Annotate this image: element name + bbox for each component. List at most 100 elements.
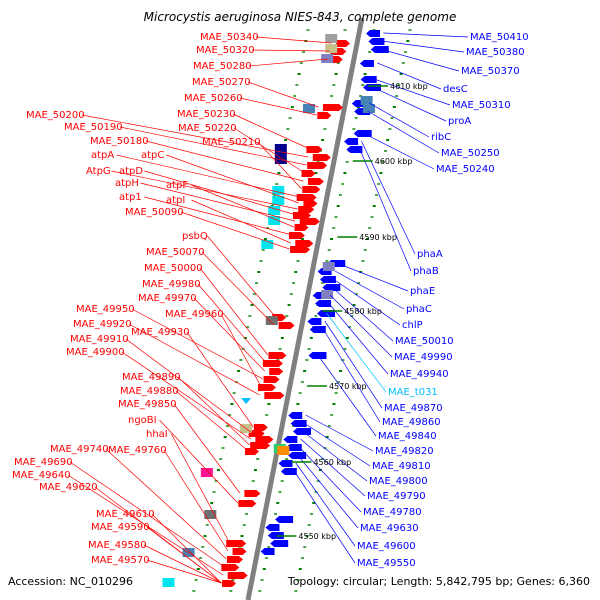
leader-line-left xyxy=(201,251,275,326)
leader-line-right xyxy=(302,430,368,482)
gene-label-left: atpD xyxy=(119,166,143,177)
forward-gene-arrow xyxy=(248,430,265,437)
gene-label-left: MAE_49850 xyxy=(118,399,177,410)
gene-label-left: MAE_50000 xyxy=(144,263,203,274)
forward-gene-arrow xyxy=(250,442,271,449)
kbp-label: 4600 kbp xyxy=(375,157,413,166)
gene-box xyxy=(360,96,373,105)
leader-line-left xyxy=(81,114,309,158)
kbp-label: 4580 kbp xyxy=(344,307,382,316)
gene-label-left: MAE_49880 xyxy=(120,386,179,397)
gene-label-right: MAE_50310 xyxy=(452,100,511,111)
gene-box xyxy=(277,446,290,455)
leader-line-right xyxy=(383,32,469,38)
gene-label-left: MAE_49640 xyxy=(12,470,71,481)
reverse-gene-arrow xyxy=(322,284,341,291)
forward-gene-arrow xyxy=(278,322,295,329)
leader-line-left xyxy=(257,141,302,190)
reverse-gene-arrow xyxy=(260,548,275,555)
leader-line-left xyxy=(145,140,304,182)
forward-gene-arrow xyxy=(317,112,332,119)
forward-gene-arrow xyxy=(244,490,261,497)
gene-label-left: atpI xyxy=(166,195,185,206)
gene-label-right: MAE_t031 xyxy=(388,387,438,398)
forward-gene-arrow xyxy=(262,360,283,367)
accession-text: Accession: NC_010296 xyxy=(8,575,134,588)
forward-gene-arrow xyxy=(306,146,323,153)
leader-line-left xyxy=(105,448,227,560)
gene-label-left: MAE_50260 xyxy=(184,93,243,104)
gene-label-right: MAE_49790 xyxy=(367,491,426,502)
leader-line-left xyxy=(173,403,241,494)
forward-gene-arrow xyxy=(255,436,274,443)
gene-label-left: MAE_49690 xyxy=(14,457,73,468)
gene-label-right: desC xyxy=(443,84,468,95)
gene-label-right: MAE_49990 xyxy=(394,352,453,363)
leader-line-left xyxy=(146,559,222,584)
reverse-gene-arrow xyxy=(344,138,359,145)
genome-backbone xyxy=(245,17,365,600)
forward-gene-arrow xyxy=(269,368,284,375)
gene-box xyxy=(302,104,315,113)
leader-line-left xyxy=(144,196,293,236)
gene-label-left: MAE_50230 xyxy=(177,109,236,120)
leader-line-left xyxy=(248,58,329,67)
gene-label-right: MAE_50010 xyxy=(395,336,454,347)
leader-line-left xyxy=(163,449,229,552)
reverse-gene-arrow xyxy=(309,326,326,333)
gene-label-left: MAE_49740 xyxy=(50,444,109,455)
gene-box xyxy=(200,468,213,477)
gene-box xyxy=(204,510,217,519)
leader-line-left xyxy=(143,544,222,584)
gene-label-right: MAE_49780 xyxy=(363,507,422,518)
gene-label-left: MAE_49910 xyxy=(70,334,129,345)
forward-gene-arrow xyxy=(302,186,321,193)
leader-line-left xyxy=(151,513,222,584)
leader-line-left xyxy=(247,81,319,108)
leader-line-left xyxy=(239,97,317,116)
forward-gene-arrow xyxy=(336,40,350,47)
leader-line-right xyxy=(381,40,465,53)
leader-line-right xyxy=(298,446,362,513)
reverse-gene-arrow xyxy=(265,524,280,531)
backbone-line xyxy=(245,17,365,600)
gene-label-left: MAE_50070 xyxy=(146,247,205,258)
reverse-gene-arrow xyxy=(290,420,307,427)
leader-line-right xyxy=(322,328,381,423)
leader-line-right xyxy=(359,148,412,272)
reverse-gene-arrow xyxy=(359,60,374,67)
gene-label-left: AtpG xyxy=(86,166,111,177)
forward-gene-arrow xyxy=(238,500,257,507)
leader-line-left xyxy=(191,199,291,244)
leader-line-left xyxy=(159,419,238,504)
gene-label-left: MAE_49570 xyxy=(91,555,150,566)
gene-box xyxy=(261,240,274,249)
reverse-gene-arrow xyxy=(307,318,322,325)
leader-line-left xyxy=(207,235,276,318)
leader-line-right xyxy=(295,462,356,547)
forward-gene-arrow xyxy=(221,564,240,571)
gene-box xyxy=(325,44,338,53)
reverse-gene-arrow xyxy=(308,352,327,359)
kbp-label: 4550 kbp xyxy=(298,532,336,541)
gene-label-left: psbQ xyxy=(182,231,208,242)
leader-line-left xyxy=(251,49,330,52)
gene-label-left: MAE_49960 xyxy=(165,309,224,320)
leader-line-left xyxy=(125,338,253,434)
gene-label-right: phaA xyxy=(417,249,443,260)
leader-line-right xyxy=(362,132,435,170)
leader-line-right xyxy=(334,270,405,310)
forward-gene-arrow xyxy=(307,162,328,169)
leader-line-left xyxy=(175,390,249,452)
gene-label-right: MAE_49820 xyxy=(375,446,434,457)
leader-line-right xyxy=(336,262,409,292)
gene-label-right: MAE_49600 xyxy=(357,541,416,552)
leader-line-right xyxy=(326,312,387,393)
reverse-gene-arrow xyxy=(360,76,377,83)
gene-label-left: atpA xyxy=(91,150,114,161)
gene-label-left: MAE_49980 xyxy=(142,279,201,290)
gene-label-left: atpH xyxy=(115,178,139,189)
gene-label-right: MAE_49810 xyxy=(372,461,431,472)
gene-label-right: MAE_49800 xyxy=(369,476,428,487)
gene-label-right: MAE_50370 xyxy=(461,66,520,77)
